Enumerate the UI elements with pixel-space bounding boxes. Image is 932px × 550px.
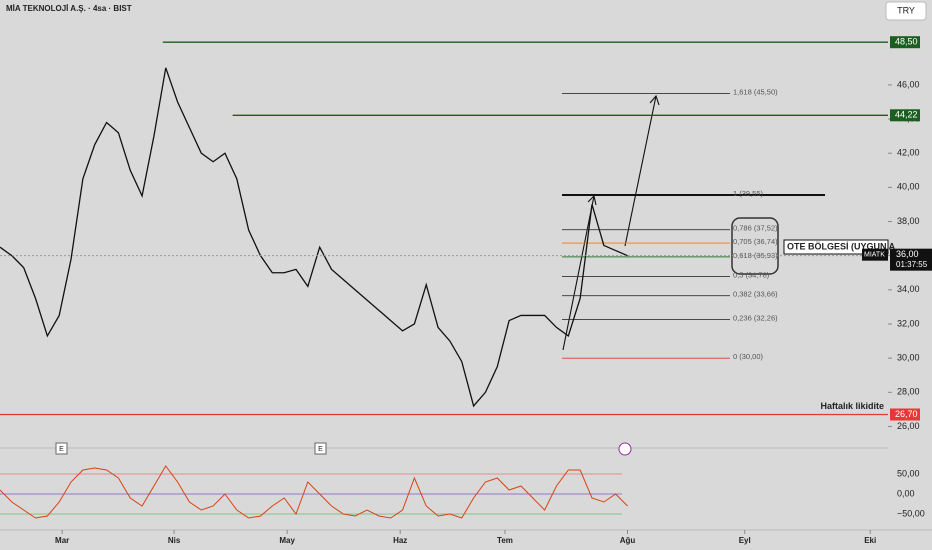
x-tick-label: Eyl [739,536,751,545]
y-tick-label: 34,00 [897,284,920,294]
currency-label[interactable]: TRY [897,5,915,15]
symbol-badge [862,248,888,261]
y-tick-label: 46,00 [897,79,920,89]
x-tick-label: Nis [168,536,181,545]
fib-label: 1 (39,55) [733,189,764,198]
dividend-marker[interactable] [618,442,632,456]
x-tick-label: Mar [55,536,69,545]
x-tick-label: Tem [497,536,513,545]
x-tick-label: May [279,536,295,545]
fib-label: 0,5 (34,78) [733,270,770,279]
osc-tick-label: −50,00 [897,508,925,518]
osc-tick-label: 0,00 [897,488,915,498]
x-tick-label: Haz [393,536,407,545]
level-text: Haftalık likidite [820,401,884,411]
y-tick-label: 32,00 [897,318,920,328]
level-badge-label: 48,50 [895,37,918,47]
countdown: 01:37:55 [896,260,928,269]
chart-title: MİA TEKNOLOJİ A.Ş. · 4sa · BIST [6,4,132,13]
fib-label: 0,618 (35,93) [733,251,778,260]
level-badge [890,408,920,421]
symbol-label: MIATK [864,252,885,259]
oscillator-line [0,465,628,519]
fib-label: 0 (30,00) [733,352,764,361]
osc-tick-label: 50,00 [897,468,920,478]
fib-label: 0,236 (32,26) [733,314,778,323]
last-price-label: 36,00 [896,249,919,259]
fib-label: 0,382 (33,66) [733,290,778,299]
fib-label: 0,786 (37,52) [733,224,778,233]
y-tick-label: 38,00 [897,216,920,226]
y-tick-label: 42,00 [897,148,920,158]
level-badge [890,36,920,49]
y-tick-label: 30,00 [897,353,920,363]
fib-label: 1,618 (45,50) [733,87,778,96]
y-tick-label: 40,00 [897,182,920,192]
last-price-badge [890,248,932,271]
y-tick-label: 26,00 [897,421,920,431]
level-badge-label: 26,70 [895,409,918,419]
level-badge [890,109,920,122]
event-label[interactable]: E [59,446,64,453]
event-label[interactable]: E [318,446,323,453]
projection-arrows [562,94,660,351]
ote-zone-box [731,217,779,275]
fib-label: 0,705 (36,74) [733,237,778,246]
event-marker[interactable] [55,442,68,455]
y-tick-label: 28,00 [897,387,920,397]
x-tick-label: Eki [864,536,876,545]
event-marker[interactable] [314,442,327,455]
x-tick-label: Ağu [620,536,636,545]
annotation: OTE BÖLGESİ (UYGUN A [787,241,896,251]
currency-button[interactable] [885,1,927,21]
price-line [0,67,628,408]
level-badge-label: 44,22 [895,110,918,120]
